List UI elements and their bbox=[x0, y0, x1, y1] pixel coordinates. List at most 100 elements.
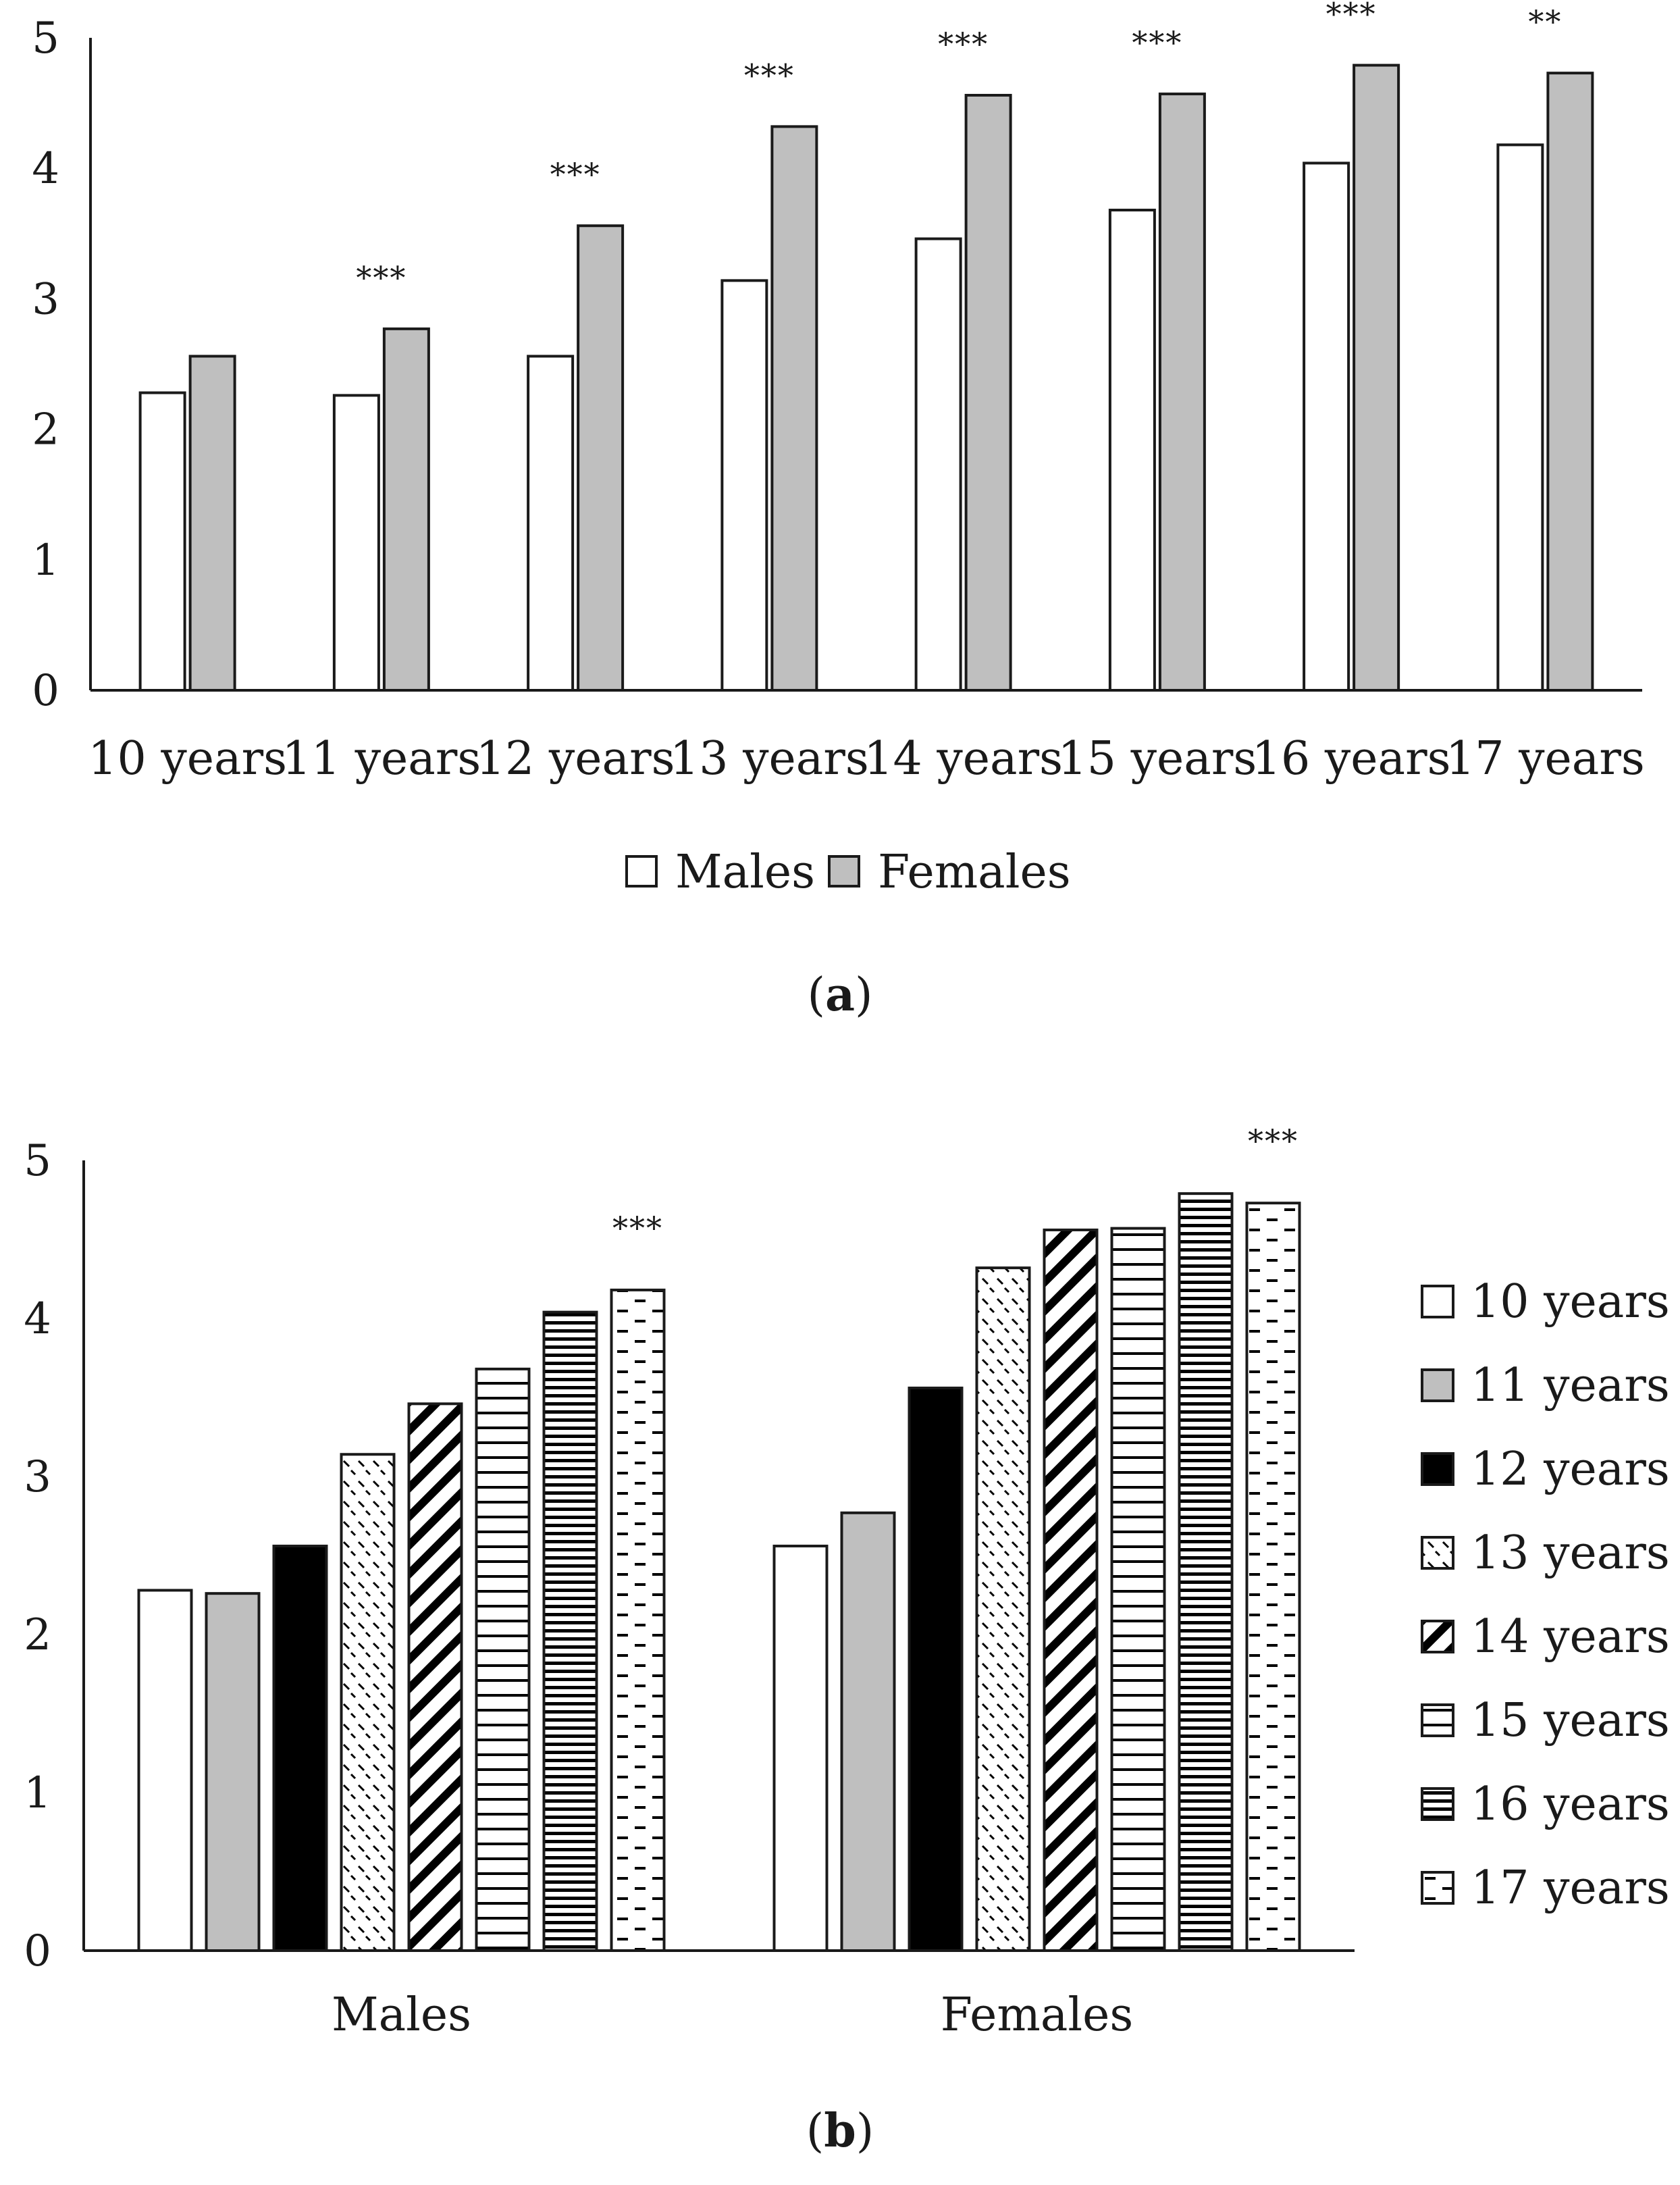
x-axis-labels: Males Females bbox=[332, 1988, 1133, 2042]
bar-females-10-years bbox=[772, 1544, 829, 1952]
legend-b: 10 years 11 years 12 years 13 years 14 years… bbox=[1421, 1275, 1670, 1915]
legend-label-13-years: 13 years bbox=[1471, 1526, 1670, 1580]
legend-swatch-16-years bbox=[1421, 1787, 1454, 1821]
significance-label: ** bbox=[1528, 3, 1562, 40]
bar-females-10-years bbox=[188, 355, 236, 692]
bar-males-17-years bbox=[610, 1288, 666, 1952]
y-tick-label: 2 bbox=[24, 1610, 51, 1660]
significance-label: *** bbox=[744, 57, 795, 93]
legend-swatch-males bbox=[625, 855, 658, 888]
bar-males-16-years bbox=[1303, 161, 1350, 692]
x-tick-label: 16 years bbox=[1252, 732, 1451, 786]
bar-females-13-years bbox=[975, 1266, 1031, 1952]
bar-females-16-years bbox=[1353, 63, 1400, 692]
bar-males-16-years bbox=[542, 1310, 598, 1952]
x-tick-label: 13 years bbox=[670, 732, 869, 786]
x-tick-label: 10 years bbox=[88, 732, 287, 786]
significance-labels: *** *** bbox=[612, 1123, 1298, 1246]
legend-swatch-12-years bbox=[1421, 1452, 1454, 1486]
legend-label-10-years: 10 years bbox=[1471, 1275, 1670, 1329]
legend-label-females: Females bbox=[878, 846, 1071, 899]
y-tick-label: 3 bbox=[32, 274, 59, 324]
y-tick-label: 0 bbox=[32, 666, 59, 716]
significance-label: *** bbox=[1326, 0, 1377, 32]
y-tick-label: 4 bbox=[24, 1294, 51, 1344]
significance-label: *** bbox=[938, 26, 989, 62]
y-tick-label: 0 bbox=[24, 1926, 51, 1976]
significance-label: *** bbox=[612, 1210, 663, 1246]
bar-males-14-years bbox=[407, 1402, 463, 1953]
bars bbox=[138, 63, 1594, 692]
bar-males-10-years bbox=[138, 391, 186, 692]
legend-swatch-10-years bbox=[1421, 1285, 1454, 1318]
bar-males-12-years bbox=[527, 355, 575, 692]
y-tick-label: 4 bbox=[32, 144, 59, 194]
bar-males-17-years bbox=[1496, 143, 1544, 692]
y-tick-label: 5 bbox=[24, 1136, 51, 1186]
y-tick-label: 5 bbox=[32, 14, 59, 63]
bar-females-13-years bbox=[770, 125, 818, 692]
bar-males-15-years bbox=[475, 1367, 531, 1952]
y-tick-label: 1 bbox=[32, 536, 59, 586]
chart-b: 0 1 2 3 4 5 *** *** Males Females 10 years 11 ye… bbox=[24, 1123, 1669, 2158]
bar-females-11-years bbox=[382, 327, 430, 692]
bars bbox=[137, 1192, 1301, 1953]
significance-label: *** bbox=[356, 259, 406, 296]
bar-females-16-years bbox=[1178, 1192, 1234, 1952]
y-tick-label: 3 bbox=[24, 1452, 51, 1502]
bar-males-13-years bbox=[340, 1453, 396, 1952]
legend-swatch-17-years bbox=[1421, 1871, 1454, 1905]
legend-label-males: Males bbox=[675, 846, 815, 899]
legend-swatch-15-years bbox=[1421, 1703, 1454, 1737]
x-tick-label: 12 years bbox=[476, 732, 675, 786]
x-tick-label: 11 years bbox=[282, 732, 481, 786]
y-axis-ticks: 0 1 2 3 4 5 bbox=[32, 14, 59, 716]
legend-label-14-years: 14 years bbox=[1471, 1610, 1670, 1664]
bar-males-11-years bbox=[205, 1592, 261, 1952]
bar-females-17-years bbox=[1245, 1202, 1301, 1952]
y-axis-ticks: 0 1 2 3 4 5 bbox=[24, 1136, 51, 1976]
axes bbox=[82, 1160, 1355, 1952]
bar-females-15-years bbox=[1158, 93, 1206, 692]
x-tick-label: Males bbox=[332, 1988, 471, 2042]
panel-label-a: (a) bbox=[807, 968, 872, 1022]
bar-females-17-years bbox=[1546, 72, 1594, 692]
bar-males-13-years bbox=[720, 279, 768, 692]
bar-females-14-years bbox=[1043, 1228, 1099, 1952]
legend-label-11-years: 11 years bbox=[1471, 1359, 1670, 1412]
bar-males-15-years bbox=[1108, 209, 1156, 692]
x-tick-label: 15 years bbox=[1058, 732, 1257, 786]
bar-males-10-years bbox=[137, 1589, 193, 1952]
bar-females-12-years bbox=[908, 1386, 964, 1952]
bar-females-12-years bbox=[577, 224, 625, 692]
bar-males-14-years bbox=[914, 237, 962, 692]
legend-swatch-14-years bbox=[1421, 1620, 1454, 1653]
x-tick-label: 17 years bbox=[1446, 732, 1645, 786]
legend-label-17-years: 17 years bbox=[1471, 1861, 1670, 1915]
legend-swatch-females bbox=[828, 855, 860, 888]
bar-males-11-years bbox=[332, 394, 380, 692]
bar-females-14-years bbox=[964, 94, 1012, 692]
significance-label: *** bbox=[1248, 1123, 1298, 1159]
significance-labels: ************ ****** ** bbox=[356, 0, 1562, 296]
significance-label: *** bbox=[1132, 24, 1182, 61]
x-tick-label: Females bbox=[941, 1988, 1134, 2042]
legend-label-15-years: 15 years bbox=[1471, 1694, 1670, 1747]
x-tick-label: 14 years bbox=[864, 732, 1063, 786]
legend-swatch-13-years bbox=[1421, 1536, 1454, 1570]
legend-a: Males Females bbox=[625, 846, 1071, 899]
axes bbox=[89, 38, 1642, 692]
bar-females-15-years bbox=[1110, 1227, 1166, 1952]
panel-label-b: (b) bbox=[806, 2104, 874, 2158]
y-tick-label: 1 bbox=[24, 1768, 51, 1818]
bar-males-12-years bbox=[272, 1544, 328, 1952]
legend-swatch-11-years bbox=[1421, 1368, 1454, 1402]
y-tick-label: 2 bbox=[32, 405, 59, 455]
legend-label-12-years: 12 years bbox=[1471, 1443, 1670, 1496]
legend-label-16-years: 16 years bbox=[1471, 1778, 1670, 1831]
bar-females-11-years bbox=[840, 1511, 896, 1953]
significance-label: *** bbox=[550, 156, 601, 192]
